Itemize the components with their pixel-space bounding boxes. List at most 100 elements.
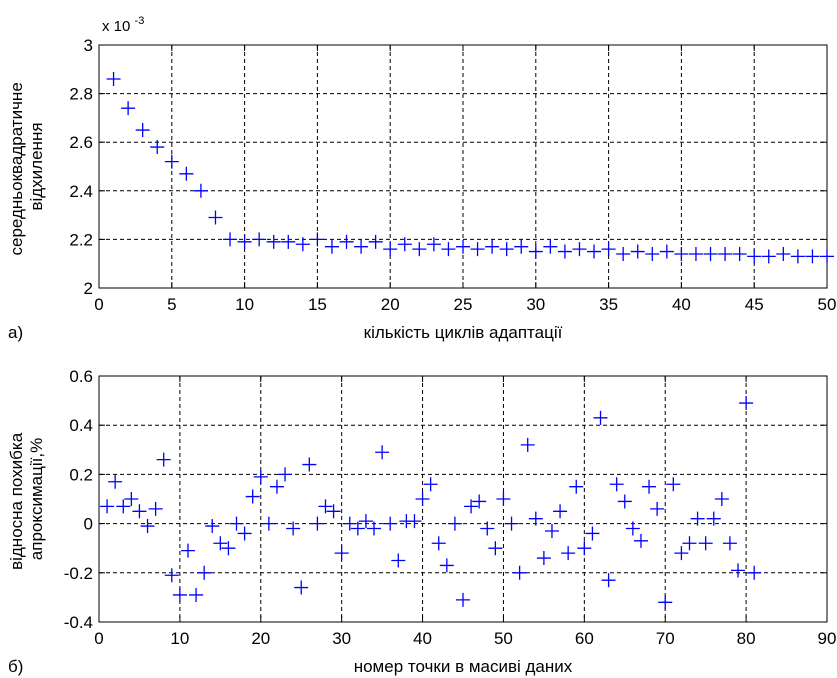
panel-a-data-point-47 <box>776 246 791 261</box>
panel-b-data-point-32 <box>350 521 365 536</box>
panel-b-data-point-52 <box>512 565 527 580</box>
panel-a-exponent-label: x 10 -3 <box>102 15 144 35</box>
panel-b-x-tick-label-70: 70 <box>656 629 675 648</box>
panel-b-y-tick-label-0: 0 <box>84 515 93 534</box>
panel-a-data-point-29 <box>514 239 529 254</box>
panel-a-y-tick-label-2: 2 <box>84 279 93 298</box>
panel-a-data-point-34 <box>587 244 602 259</box>
panel-a-data-point-38 <box>645 246 660 261</box>
panel-b-data-point-34 <box>367 521 382 536</box>
panel-b-data-point-77 <box>714 492 729 506</box>
panel-b-data-point-74 <box>690 511 705 526</box>
panel-b-data-point-24 <box>286 521 301 536</box>
panel-b-x-tick-label-0: 0 <box>94 629 103 648</box>
panel-b-data-point-58 <box>561 546 576 561</box>
panel-a-x-tick-label-0: 0 <box>94 295 103 314</box>
panel-a-data-point-44 <box>732 246 747 261</box>
panel-a-data-point-36 <box>616 246 631 261</box>
panel-b-data-point-39 <box>407 514 422 529</box>
panel-a-data-point-46 <box>761 249 776 264</box>
panel-b-data-point-79 <box>731 563 746 578</box>
panel-a-data-point-5 <box>164 154 179 169</box>
panel-a-data-point-28 <box>499 242 514 257</box>
panel-b-data-point-40 <box>415 492 430 506</box>
panel-b-data-point-17 <box>229 516 244 531</box>
panel-b-data-point-15 <box>213 536 228 551</box>
panel-a-data-point-37 <box>630 244 645 259</box>
panel-b-y-tick-label-0.2: 0.2 <box>69 465 93 484</box>
panel-b-x-tick-label-90: 90 <box>818 629 837 648</box>
panel-b-data-point-21 <box>261 516 276 531</box>
panel-b-y-axis-label-line-1: відносна похибка <box>7 432 26 570</box>
panel-b-data-point-20 <box>253 469 268 484</box>
panel-b-data-point-31 <box>342 516 357 531</box>
panel-a-x-tick-label-10: 10 <box>235 295 254 314</box>
panel-b-data-point-12 <box>189 587 204 602</box>
panel-b-data-point-73 <box>682 536 697 551</box>
panel-b-data-point-51 <box>504 516 519 531</box>
panel-a-y-axis-label-line-1: середньоквадратичне <box>7 82 26 255</box>
panel-a-y-tick-label-3: 3 <box>84 36 93 55</box>
panel-b-data-point-49 <box>488 541 503 556</box>
panel-b-data-point-47 <box>472 494 487 509</box>
panel-b-label: б) <box>8 657 23 676</box>
panel-a-data-point-20 <box>383 242 398 257</box>
panel-a-data-point-7 <box>193 183 208 198</box>
panel-b-data-point-37 <box>391 553 406 568</box>
panel-b-data-point-67 <box>633 533 648 548</box>
panel-b-data-point-25 <box>294 580 309 595</box>
panel-b-data-point-78 <box>722 536 737 551</box>
panel-a-exponent-base: x 10 <box>102 18 130 35</box>
panel-a-data-point-26 <box>470 242 485 257</box>
panel-a-data-point-1 <box>106 72 121 87</box>
panel-a-x-tick-label-35: 35 <box>599 295 618 314</box>
panel-a-ticks: 0 5 10 15 20 25 30 35 40 45 50 2 2.2 2.4 2.6 2.8 3 <box>69 36 836 314</box>
panel-a-data-point-17 <box>339 234 354 249</box>
panel-a-x-axis-label: кількість циклів адаптації <box>364 323 563 342</box>
panel-a-data-point-35 <box>601 242 616 257</box>
panel-a-data-point-48 <box>790 249 805 264</box>
panel-b-x-tick-label-50: 50 <box>494 629 513 648</box>
panel-a-x-tick-label-45: 45 <box>745 295 764 314</box>
panel-b-data-point-57 <box>553 504 568 519</box>
panel-b-data-point-43 <box>439 558 454 573</box>
panel-b-data-point-4 <box>124 492 139 506</box>
panel-b-data-point-45 <box>456 592 470 607</box>
panel-b-data-point-69 <box>650 501 665 516</box>
panel-a-y-tick-label-2.8: 2.8 <box>69 85 93 104</box>
panel-b-x-tick-label-60: 60 <box>575 629 594 648</box>
panel-b-data-point-65 <box>617 494 632 509</box>
panel-a: 0 5 10 15 20 25 30 35 40 45 50 2 2.2 2.4 2.6 2.8 3 кільк… <box>7 15 836 342</box>
panel-b-y-axis-label-line-2: апроксимації,% <box>27 438 46 560</box>
panel-b-y-tick-label--0.2: -0.2 <box>64 564 93 583</box>
panel-b-x-axis-label: номер точки в масиві даних <box>354 657 573 676</box>
panel-a-data-point-2 <box>121 101 136 116</box>
panel-b-y-tick-label-0.4: 0.4 <box>69 416 93 435</box>
panel-b-data-point-56 <box>544 523 559 538</box>
panel-b-data-point-29 <box>326 504 341 519</box>
panel-b-data-point-35 <box>375 445 390 460</box>
panel-b-data-point-3 <box>116 499 131 514</box>
panel-b-x-tick-label-30: 30 <box>332 629 351 648</box>
panel-b-data-point-1 <box>100 499 115 514</box>
panel-b-data-point-6 <box>140 519 155 534</box>
panel-b-data-point-72 <box>674 546 689 561</box>
panel-a-data-point-50 <box>820 249 834 264</box>
panel-a-y-axis-label: середньоквадратичне відхилення <box>7 77 46 255</box>
panel-b-data-point-23 <box>278 467 293 482</box>
panel-b-data-point-33 <box>358 514 373 529</box>
panel-a-data-point-14 <box>295 237 310 252</box>
panel-a-data-point-31 <box>543 239 558 254</box>
panel-b-x-tick-label-80: 80 <box>737 629 756 648</box>
panel-a-y-tick-label-2.2: 2.2 <box>69 230 93 249</box>
panel-b-data-point-30 <box>334 546 349 561</box>
panel-b-marks <box>100 396 762 610</box>
panel-b-data-point-41 <box>423 477 438 492</box>
panel-a-x-tick-label-25: 25 <box>454 295 473 314</box>
panel-a-data-point-22 <box>412 242 427 257</box>
panel-b-x-tick-label-40: 40 <box>413 629 432 648</box>
panel-a-data-point-4 <box>150 140 165 155</box>
panel-a-x-tick-label-40: 40 <box>672 295 691 314</box>
panel-b-data-point-10 <box>172 587 187 602</box>
